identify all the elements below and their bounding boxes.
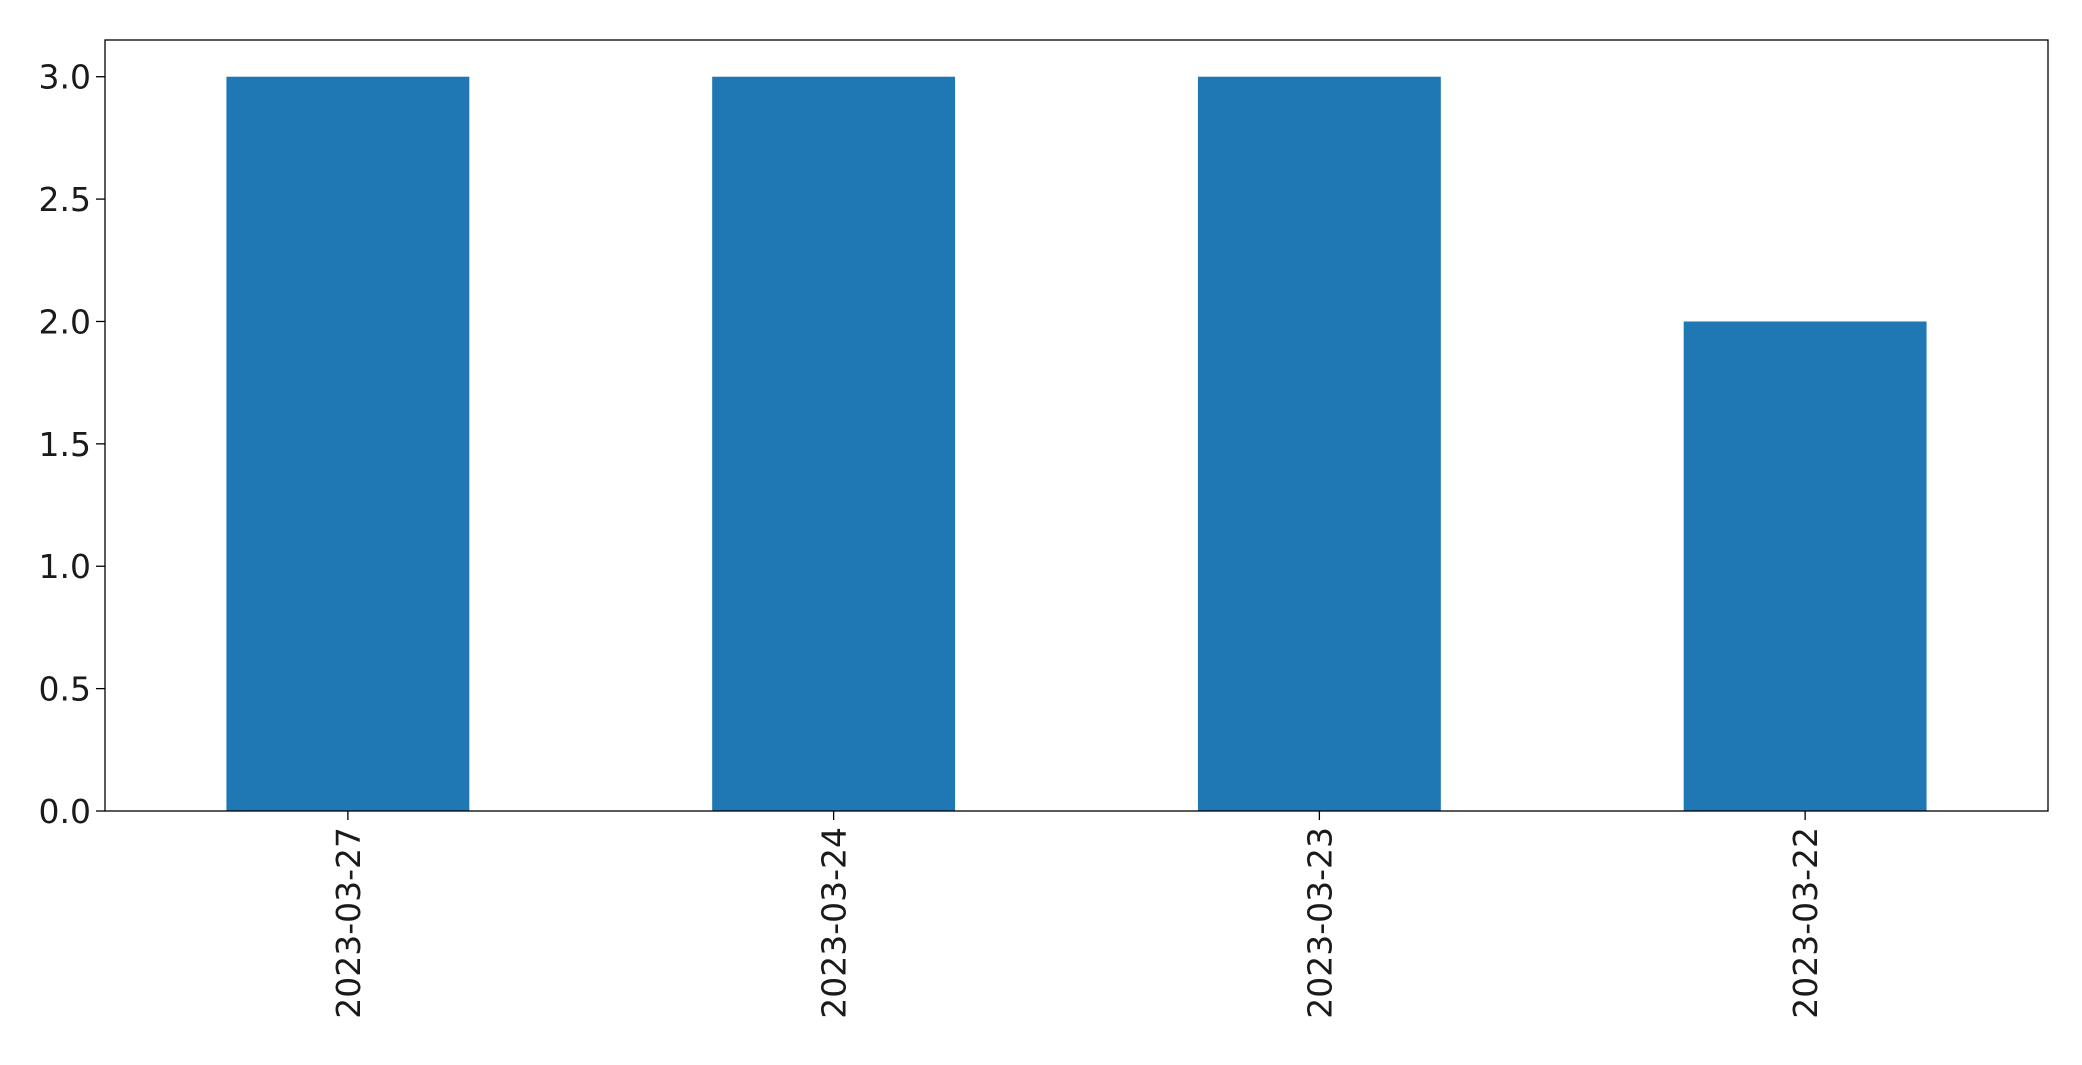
y-tick-label: 2.5 [39, 180, 91, 219]
y-tick-label: 1.0 [39, 547, 91, 586]
bar-2023-03-24 [712, 76, 956, 811]
y-tick-label: 0.5 [39, 670, 91, 709]
y-tick-label: 1.5 [39, 425, 91, 464]
axes-frame [104, 39, 2049, 812]
x-tick-label: 2023-03-23 [1300, 827, 1339, 1019]
y-tick-label: 2.0 [39, 302, 91, 341]
bar-2023-03-23 [1197, 76, 1441, 811]
y-tick-label: 0.0 [39, 792, 91, 831]
x-tick-label: 2023-03-22 [1786, 827, 1825, 1019]
x-tick-label: 2023-03-24 [815, 827, 854, 1019]
bar-2023-03-27 [226, 76, 470, 811]
x-tick-label: 2023-03-27 [329, 827, 368, 1019]
plot-area: 0.0 0.5 1.0 1.5 2.0 2.5 3.0 2023-03-27 2023-03-2… [39, 39, 2049, 1019]
bar-2023-03-22 [1683, 321, 1927, 811]
y-tick-label: 3.0 [39, 58, 91, 97]
